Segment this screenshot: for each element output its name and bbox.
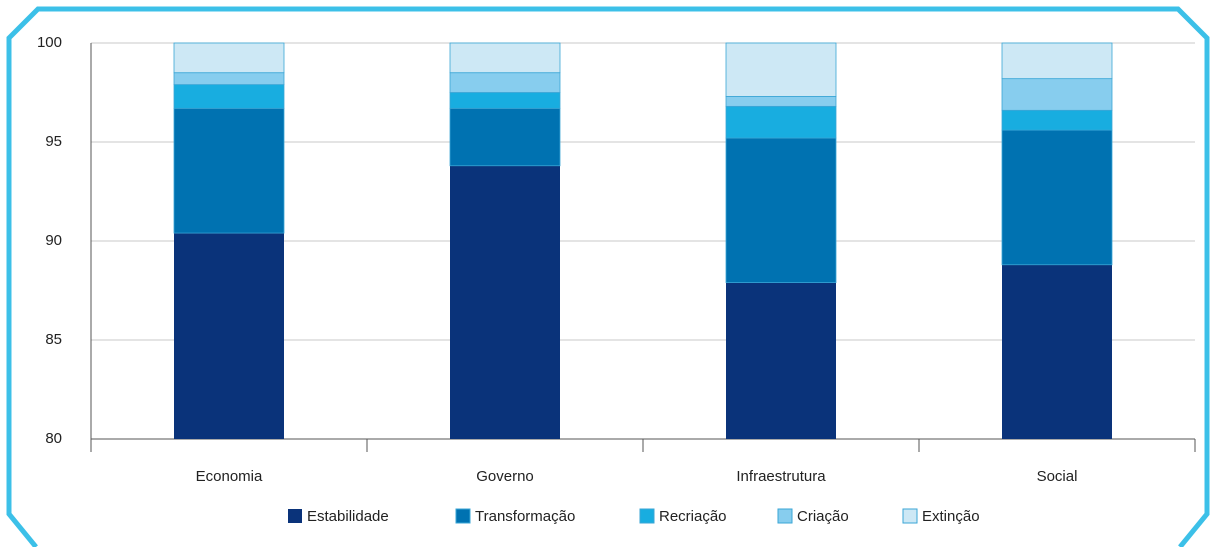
- bar-segment: [174, 233, 284, 439]
- x-tick-label: Social: [1037, 468, 1078, 485]
- legend-label: Estabilidade: [307, 508, 389, 525]
- x-tick-label: Infraestrutura: [736, 468, 826, 485]
- bar-segment: [726, 282, 836, 439]
- legend-swatch: [288, 509, 302, 523]
- bar-segment: [449, 92, 561, 109]
- bar-segment: [449, 107, 561, 167]
- legend-swatch: [455, 508, 471, 524]
- legend-label: Transformação: [475, 508, 575, 525]
- legend-swatch: [639, 508, 655, 524]
- y-tick-label: 85: [45, 331, 62, 348]
- legend-swatch: [777, 508, 793, 524]
- bar-segment: [173, 84, 285, 109]
- legend-label: Recriação: [659, 508, 727, 525]
- bar-segment: [1001, 109, 1113, 131]
- bar-segment: [1001, 129, 1113, 266]
- bar-segment: [450, 165, 560, 439]
- legend-swatch: [902, 508, 918, 524]
- y-tick-label: 80: [45, 430, 62, 447]
- bar-segment: [1001, 42, 1113, 80]
- legend-label: Criação: [797, 508, 849, 525]
- x-tick-label: Governo: [476, 468, 534, 485]
- y-tick-label: 100: [37, 34, 62, 51]
- bar-segment: [173, 107, 285, 234]
- y-tick-label: 95: [45, 133, 62, 150]
- bar-segment: [449, 42, 561, 74]
- bar-segment: [449, 72, 561, 93]
- bar-segment: [173, 72, 285, 85]
- x-tick-label: Economia: [196, 468, 263, 485]
- frame: [6, 6, 1210, 547]
- bar-segment: [725, 42, 837, 97]
- bar-segment: [1001, 78, 1113, 111]
- legend-label: Extinção: [922, 508, 980, 525]
- bar-segment: [725, 96, 837, 107]
- bar-segment: [173, 42, 285, 74]
- y-tick-label: 90: [45, 232, 62, 249]
- bar-segment: [1002, 264, 1112, 439]
- bar-segment: [725, 137, 837, 283]
- bar-segment: [725, 105, 837, 139]
